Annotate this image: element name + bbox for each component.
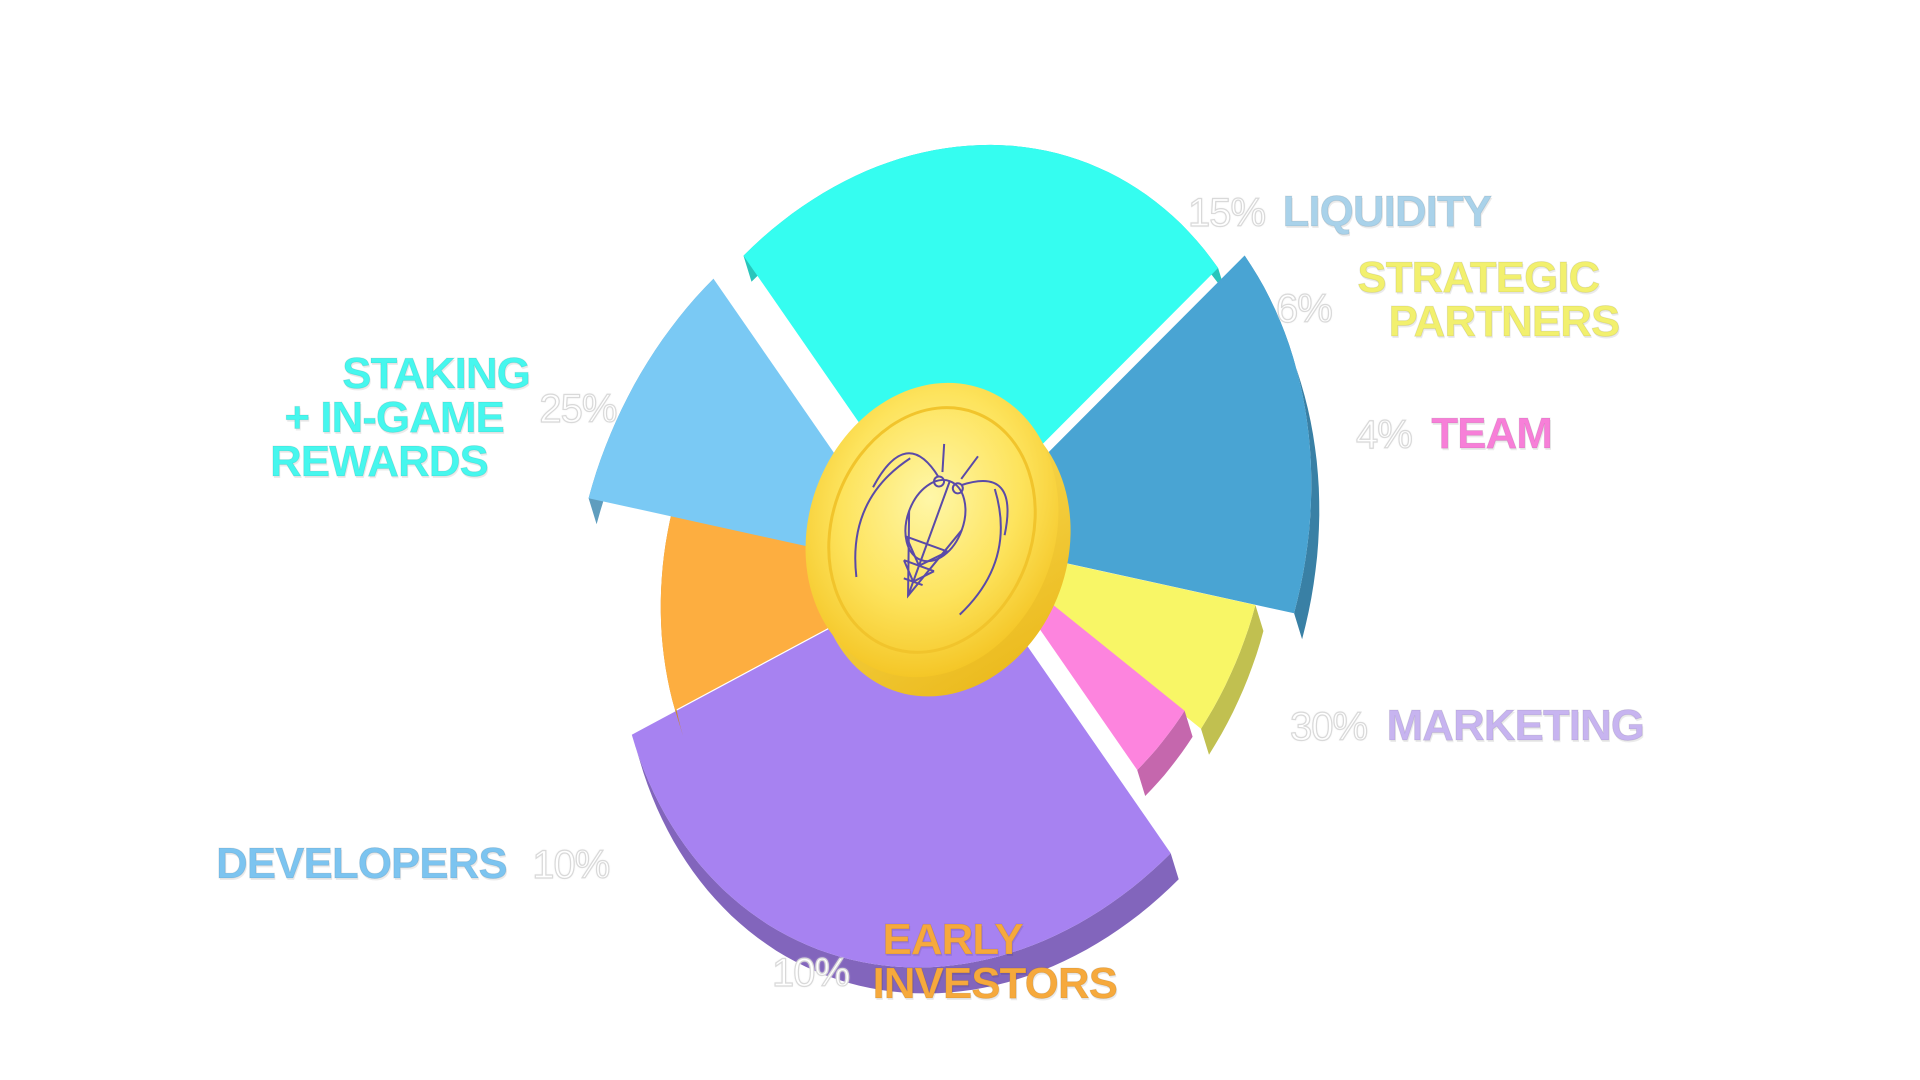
slice-staking	[743, 144, 1219, 544]
slice-side-marketing	[631, 734, 1179, 994]
slice-side-strategic	[1201, 605, 1264, 755]
staking-name: STAKING + IN-GAME REWARDS	[270, 349, 532, 486]
developers-name: DEVELOPERS	[216, 839, 509, 888]
liquidity-percent: 15%	[1187, 191, 1266, 235]
staking-percent: 25%	[539, 387, 618, 432]
label-strategic-partners: 6% STRATEGIC PARTNERS	[1275, 253, 1621, 346]
early-name: EARLY INVESTORS	[872, 915, 1118, 1008]
liquidity-name: LIQUIDITY	[1282, 187, 1493, 236]
label-staking: STAKING + IN-GAME REWARDS 25%	[270, 349, 619, 486]
developers-percent: 10%	[532, 843, 611, 887]
slice-side-team	[1137, 710, 1193, 796]
strategic-name: STRATEGIC PARTNERS	[1357, 253, 1621, 346]
marketing-name: MARKETING	[1386, 701, 1645, 750]
team-name: TEAM	[1431, 409, 1554, 458]
label-developers: DEVELOPERS 10%	[216, 839, 611, 888]
slice-marketing	[631, 556, 1171, 968]
cicada-coin-icon	[805, 382, 1071, 697]
strategic-percent: 6%	[1275, 287, 1333, 332]
label-liquidity: 15% LIQUIDITY	[1187, 187, 1493, 236]
early-percent: 10%	[771, 951, 850, 996]
label-marketing: 30% MARKETING	[1289, 701, 1645, 750]
label-team: 4% TEAM	[1355, 409, 1554, 458]
label-early-investors: 10% EARLY INVESTORS	[771, 915, 1118, 1008]
marketing-percent: 30%	[1289, 705, 1368, 749]
team-percent: 4%	[1355, 413, 1413, 457]
